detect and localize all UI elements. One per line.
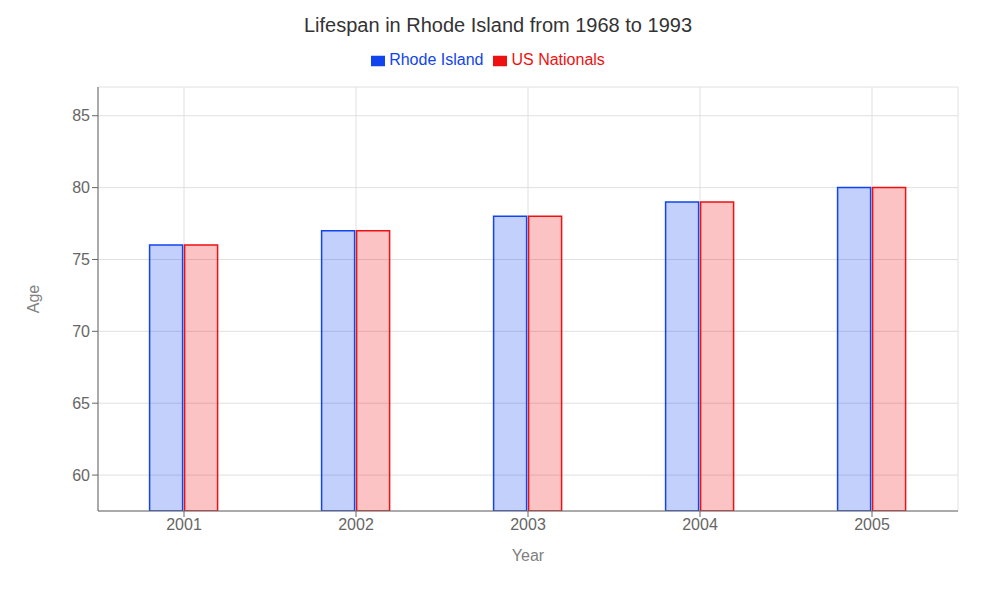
svg-text:75: 75 (72, 251, 90, 268)
svg-text:2004: 2004 (682, 516, 718, 533)
html-text:Lifespan in Rhode Island from: Lifespan in Rhode Island from 1968 to 19… (304, 14, 692, 36)
svg-text:85: 85 (72, 107, 90, 124)
svg-text:70: 70 (72, 323, 90, 340)
svg-text:Age: Age (25, 285, 42, 314)
html-text:US Nationals: US Nationals (511, 51, 605, 68)
html-text:Rhode Island: Rhode Island (389, 51, 484, 68)
svg-text:2002: 2002 (338, 516, 374, 533)
svg-text:2003: 2003 (510, 516, 546, 533)
svg-text:60: 60 (72, 467, 90, 484)
svg-text:2005: 2005 (854, 516, 890, 533)
svg-text:65: 65 (72, 395, 90, 412)
svg-text:80: 80 (72, 179, 90, 196)
svg-text:2001: 2001 (166, 516, 202, 533)
svg-text:Year: Year (512, 547, 545, 564)
